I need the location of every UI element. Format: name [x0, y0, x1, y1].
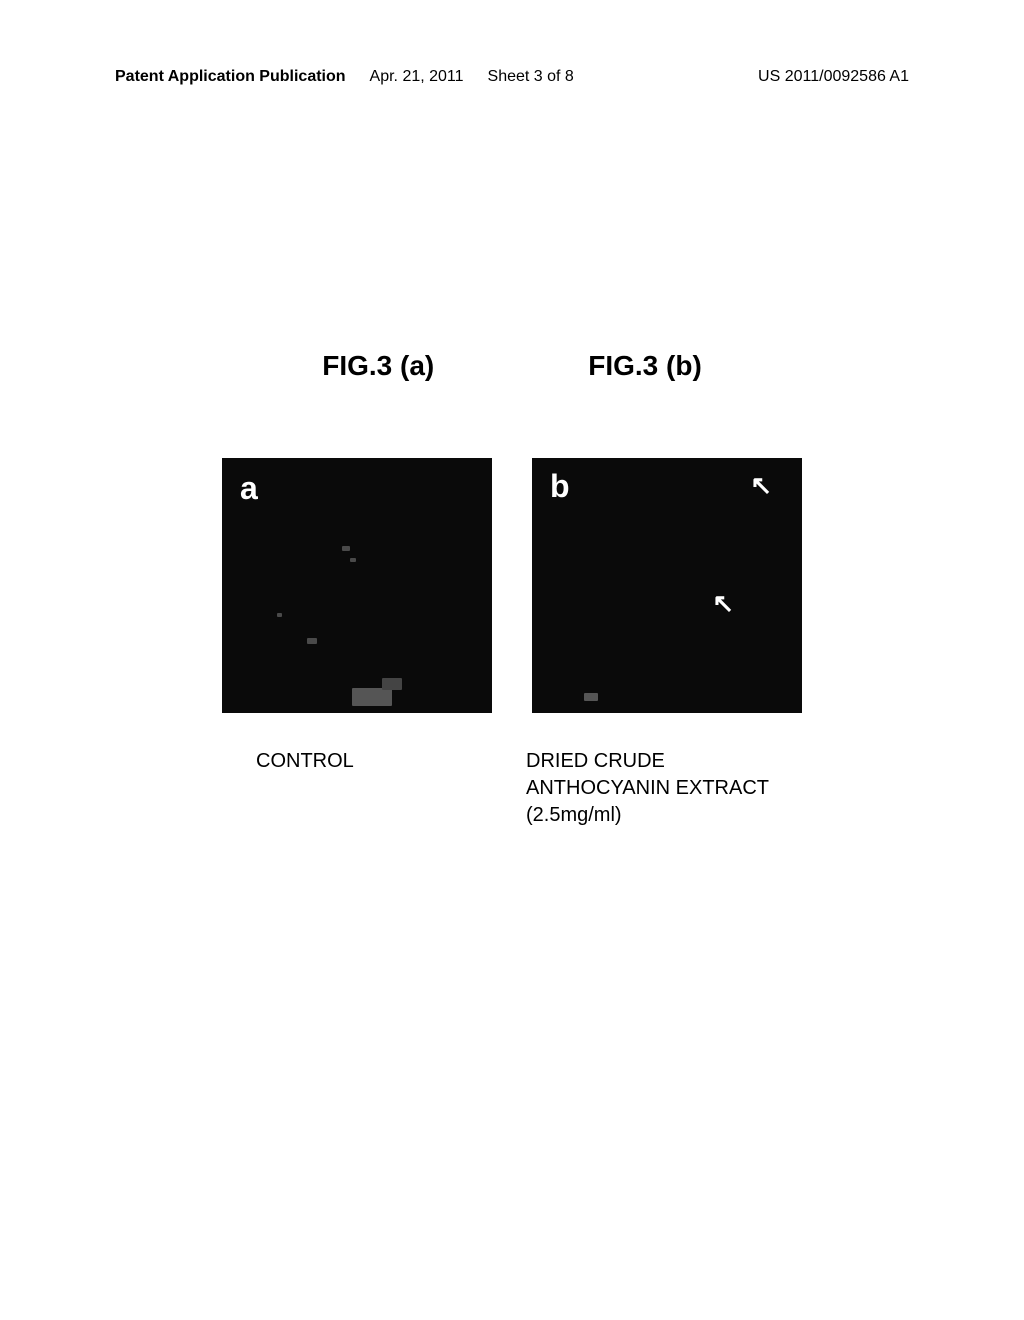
publication-label: Patent Application Publication [115, 68, 346, 86]
figures-container: a b ↖ ↖ [0, 458, 1024, 713]
header-left: Patent Application Publication Apr. 21, … [115, 68, 574, 86]
sheet-number: Sheet 3 of 8 [488, 68, 574, 86]
arrow-icon: ↖ [712, 588, 734, 619]
figure-labels-row: FIG.3 (a) FIG.3 (b) [0, 350, 1024, 382]
figure-image-a: a [222, 458, 492, 713]
panel-label-a: a [240, 470, 258, 507]
publication-date: Apr. 21, 2011 [370, 68, 464, 86]
caption-control: CONTROL [218, 748, 418, 829]
caption-extract: DRIED CRUDE ANTHOCYANIN EXTRACT (2.5mg/m… [526, 748, 806, 829]
captions-container: CONTROL DRIED CRUDE ANTHOCYANIN EXTRACT … [0, 748, 1024, 829]
figure-image-b: b ↖ ↖ [532, 458, 802, 713]
publication-number: US 2011/0092586 A1 [758, 68, 909, 86]
figure-label-b: FIG.3 (b) [588, 350, 702, 382]
arrow-icon: ↖ [750, 470, 772, 501]
panel-label-b: b [550, 468, 570, 505]
page-header: Patent Application Publication Apr. 21, … [0, 68, 1024, 86]
figure-label-a: FIG.3 (a) [322, 350, 434, 382]
